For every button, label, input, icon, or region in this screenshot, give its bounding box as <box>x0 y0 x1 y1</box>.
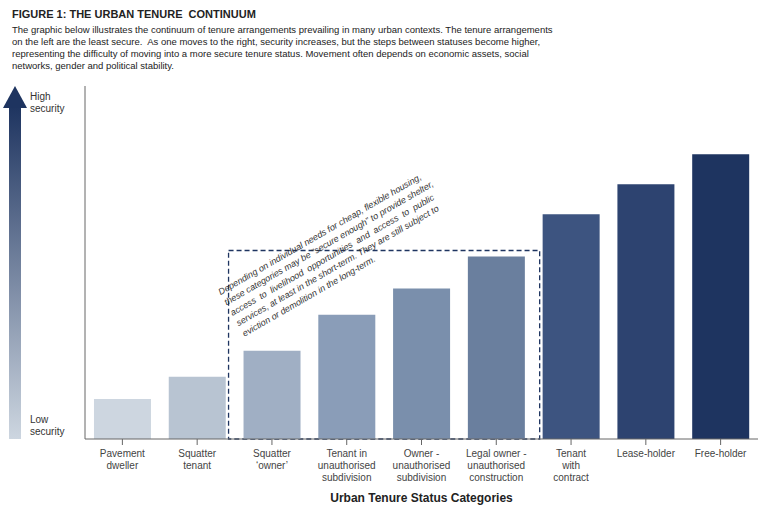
html-text:Urban Tenure Status Categories: Urban Tenure Status Categories <box>330 491 513 505</box>
html-text:networks, gender and political: networks, gender and political stability… <box>12 60 174 71</box>
html-text:The graphic below illustrates: The graphic below illustrates the contin… <box>12 24 553 35</box>
svg-text:Pavementdweller: Pavementdweller <box>100 448 145 471</box>
svg-text:Lease-holder: Lease-holder <box>617 448 676 459</box>
html-text:eviction or demolition in the: eviction or demolition in the long-term. <box>240 253 378 339</box>
svg-text:Legal owner -unauthorisedconst: Legal owner -unauthorisedconstruction <box>466 448 527 483</box>
html-text:Depending on individual needs: Depending on individual needs for cheap,… <box>216 171 424 297</box>
svg-text:Tenant inunauthorisedsubdivisi: Tenant inunauthorisedsubdivision <box>318 448 376 483</box>
html-text:FIGURE 1: THE URBAN TENURE CON: FIGURE 1: THE URBAN TENURE CONTINUUM <box>12 8 256 20</box>
svg-text:Owner -unauthorisedsubdivision: Owner -unauthorisedsubdivision <box>393 448 451 483</box>
html-text:access to livelihood opportuni: access to livelihood opportunities and a… <box>228 192 436 318</box>
svg-text:Squattertenant: Squattertenant <box>178 448 216 471</box>
svg-text:Free-holder: Free-holder <box>695 448 747 459</box>
html-text:these categories may be “secur: these categories may be “secure enough” … <box>222 178 436 308</box>
svg-text:Tenantwithcontract: Tenantwithcontract <box>553 448 589 483</box>
svg-text:Lowsecurity: Lowsecurity <box>30 414 64 437</box>
svg-text:Highsecurity: Highsecurity <box>30 91 64 114</box>
html-text:services, at least in the shor: services, at least in the short-term. Th… <box>234 203 441 329</box>
html-text:representing the difficulty of: representing the difficulty of moving in… <box>12 48 529 59</box>
svg-text:Squatter‘owner’: Squatter‘owner’ <box>253 448 291 471</box>
html-text:on the left are the least secu: on the left are the least secure. As one… <box>12 36 541 47</box>
